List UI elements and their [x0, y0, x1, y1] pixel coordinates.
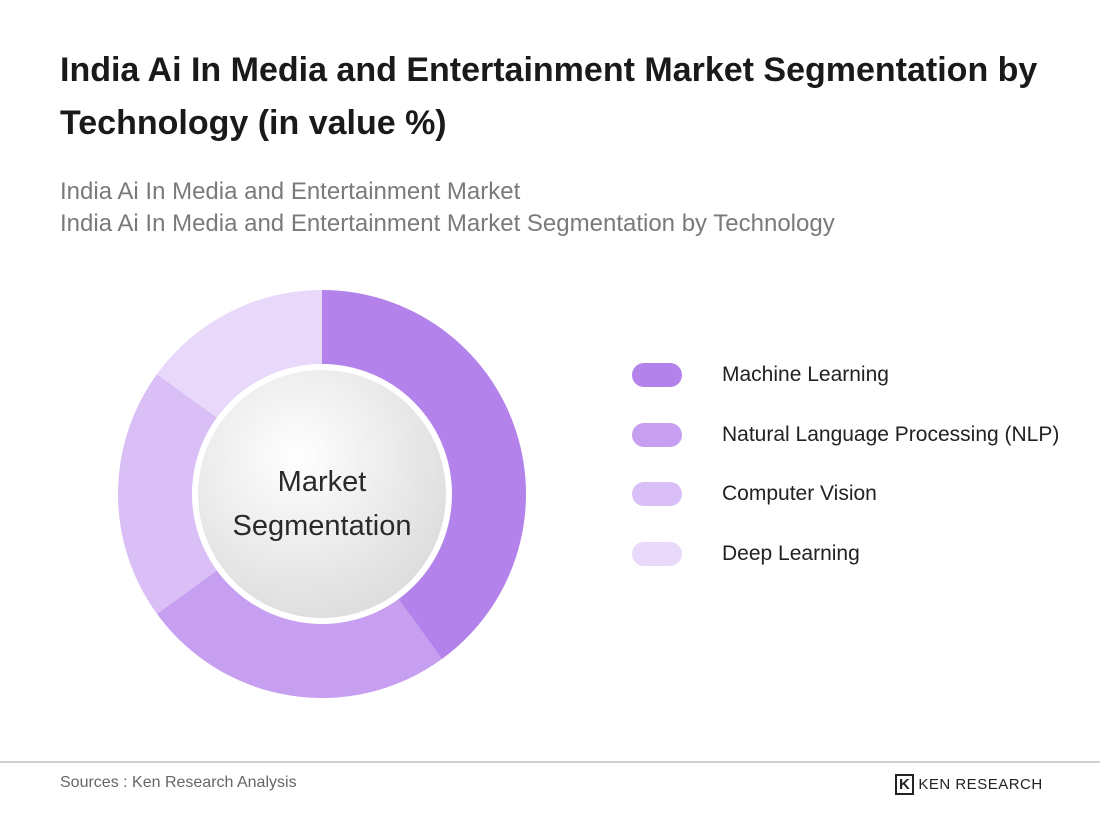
center-disc [198, 370, 446, 618]
legend-swatch [632, 482, 682, 507]
legend-label: Machine Learning [722, 363, 889, 386]
donut-segment [156, 290, 322, 419]
logo: K KEN RESEARCH [895, 774, 1043, 795]
legend-label: Natural Language Processing (NLP) [722, 422, 1060, 446]
logo-text: KEN RESEARCH [918, 776, 1043, 793]
subtitle: India Ai In Media and Entertainment Mark… [60, 210, 835, 237]
legend-swatch [632, 542, 682, 567]
divider [0, 761, 1100, 763]
subtitle: India Ai In Media and Entertainment Mark… [60, 178, 521, 205]
donut-segment [118, 374, 219, 614]
donut-segment [322, 290, 527, 660]
chart [118, 290, 527, 698]
chart-title: India Ai In Media and Entertainment Mark… [60, 51, 1038, 142]
legend-label: Computer Vision [722, 482, 877, 506]
source: Sources : Ken Research Analysis [60, 774, 297, 791]
legend-swatch [632, 422, 682, 447]
center-label: Market Segmentation [232, 466, 412, 542]
donut-segment [156, 569, 442, 698]
legend-label: Deep Learning [722, 542, 860, 566]
legend-swatch [632, 363, 682, 387]
